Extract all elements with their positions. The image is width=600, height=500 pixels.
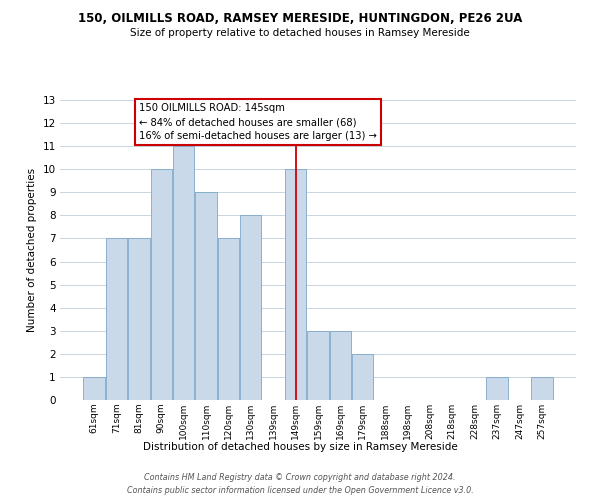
Y-axis label: Number of detached properties: Number of detached properties: [27, 168, 37, 332]
Text: 150 OILMILLS ROAD: 145sqm
← 84% of detached houses are smaller (68)
16% of semi-: 150 OILMILLS ROAD: 145sqm ← 84% of detac…: [139, 104, 377, 142]
Bar: [307, 331, 329, 400]
Text: Contains public sector information licensed under the Open Government Licence v3: Contains public sector information licen…: [127, 486, 473, 495]
Bar: [352, 354, 373, 400]
Bar: [240, 216, 262, 400]
Bar: [128, 238, 149, 400]
Bar: [83, 377, 105, 400]
Text: Distribution of detached houses by size in Ramsey Mereside: Distribution of detached houses by size …: [143, 442, 457, 452]
Bar: [218, 238, 239, 400]
Bar: [151, 169, 172, 400]
Text: 150, OILMILLS ROAD, RAMSEY MERESIDE, HUNTINGDON, PE26 2UA: 150, OILMILLS ROAD, RAMSEY MERESIDE, HUN…: [78, 12, 522, 26]
Bar: [285, 169, 306, 400]
Bar: [531, 377, 553, 400]
Bar: [196, 192, 217, 400]
Bar: [106, 238, 127, 400]
Text: Contains HM Land Registry data © Crown copyright and database right 2024.: Contains HM Land Registry data © Crown c…: [144, 472, 456, 482]
Bar: [330, 331, 351, 400]
Bar: [173, 146, 194, 400]
Text: Size of property relative to detached houses in Ramsey Mereside: Size of property relative to detached ho…: [130, 28, 470, 38]
Bar: [487, 377, 508, 400]
